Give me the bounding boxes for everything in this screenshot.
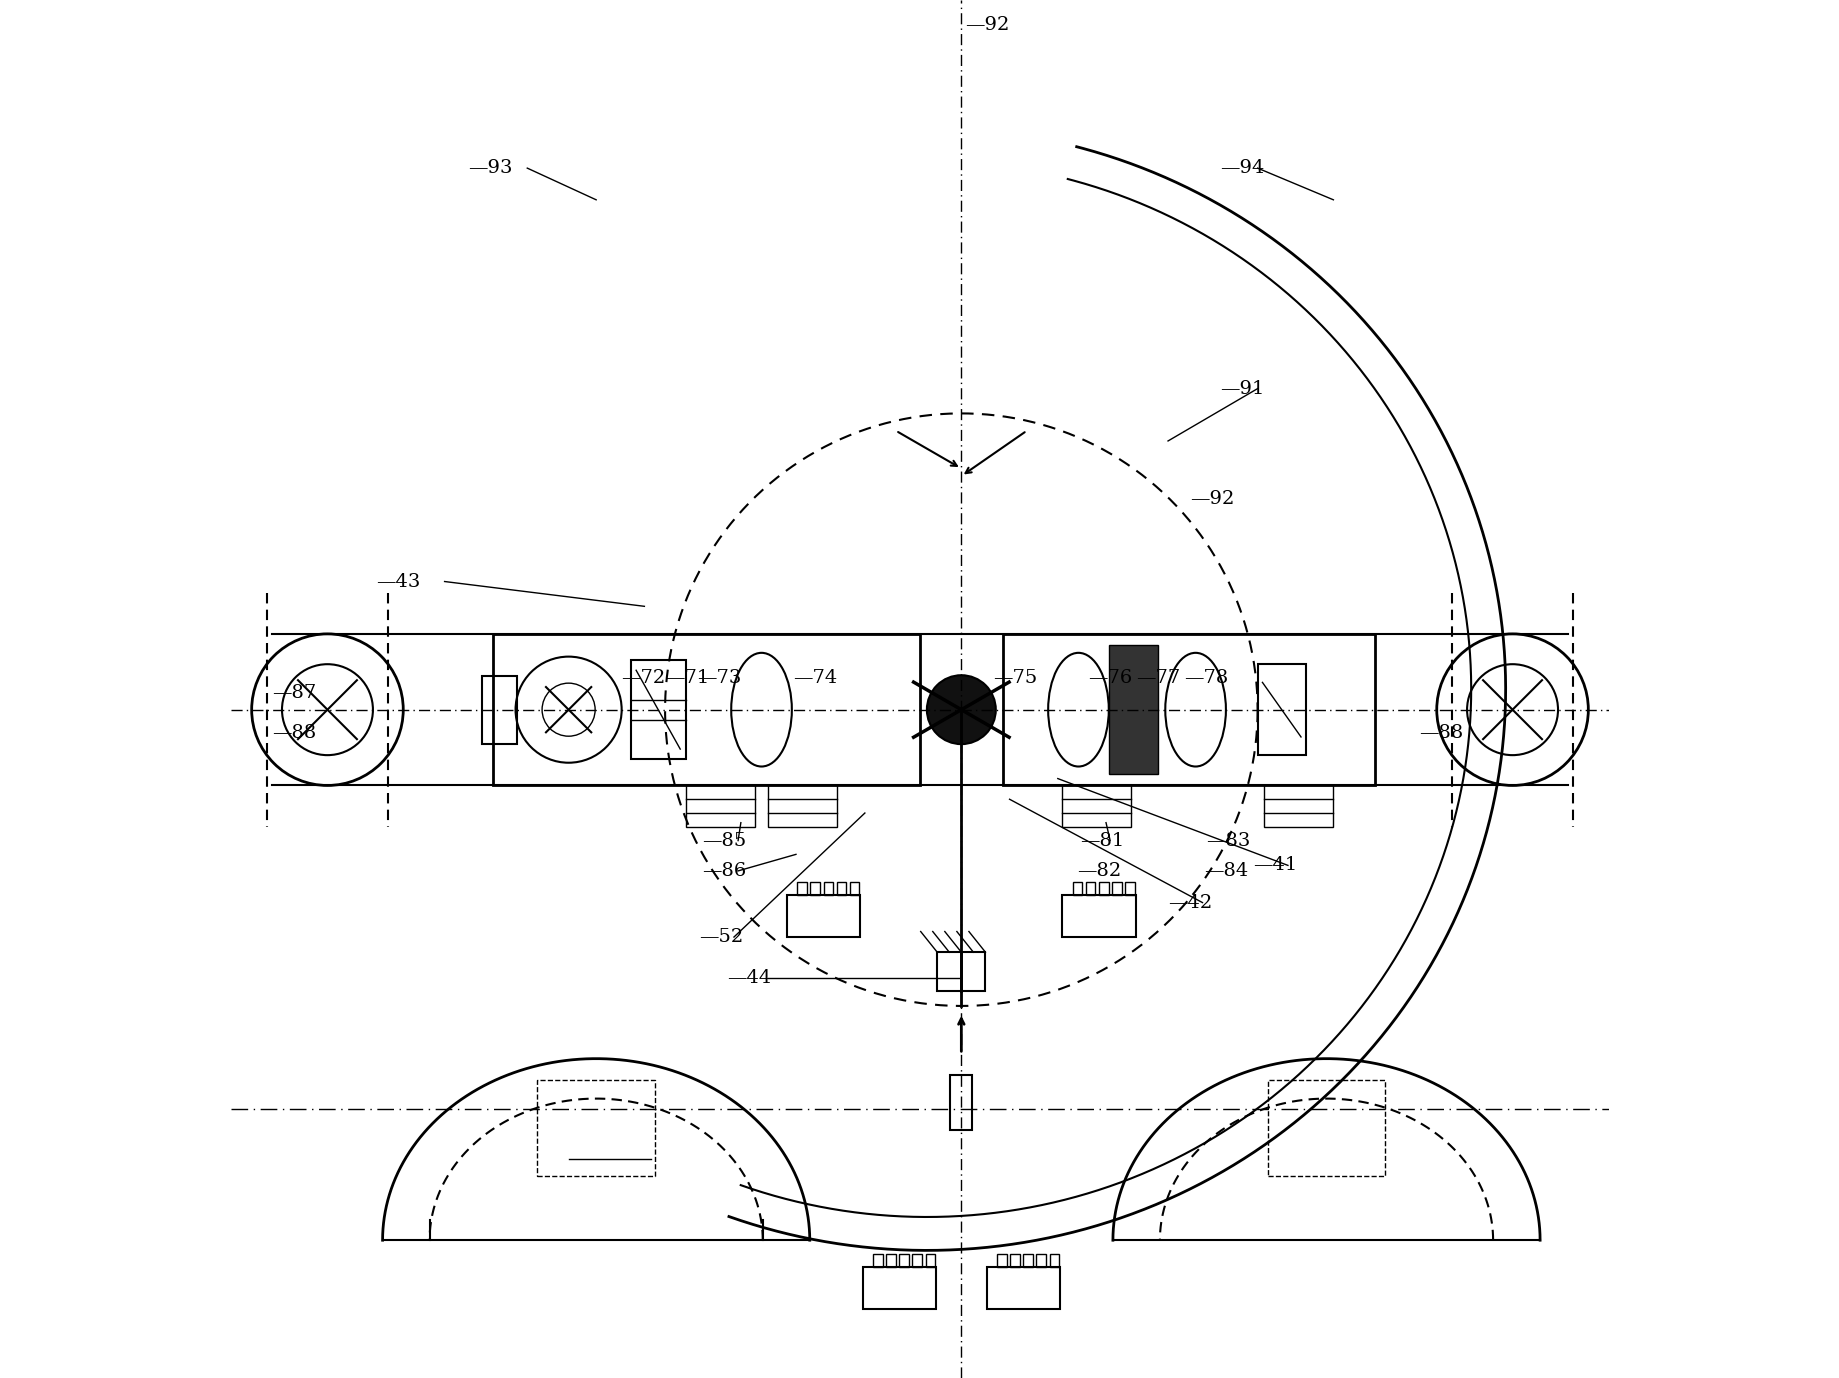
Text: —41: —41: [1252, 856, 1296, 875]
Bar: [1002, 634, 1374, 785]
Bar: [874, 1254, 883, 1268]
Text: —94: —94: [1219, 158, 1263, 178]
Text: —88: —88: [1418, 723, 1462, 743]
Bar: [1263, 785, 1333, 827]
Bar: [837, 882, 846, 896]
Circle shape: [927, 675, 995, 744]
Text: —88: —88: [272, 723, 316, 743]
Text: —77: —77: [1137, 668, 1181, 688]
Bar: [1022, 1254, 1032, 1268]
Bar: [537, 1080, 655, 1177]
Bar: [1109, 645, 1159, 774]
Text: —84: —84: [1203, 861, 1247, 881]
Bar: [796, 882, 805, 896]
Bar: [1098, 882, 1107, 896]
Text: —86: —86: [702, 861, 747, 881]
Bar: [850, 882, 859, 896]
Text: —42: —42: [1168, 893, 1212, 912]
Bar: [1085, 882, 1094, 896]
Bar: [862, 1268, 936, 1309]
Text: —91: —91: [1219, 379, 1263, 398]
Bar: [986, 1268, 1059, 1309]
Bar: [1010, 1254, 1019, 1268]
Bar: [1061, 896, 1135, 937]
Bar: [787, 896, 859, 937]
Bar: [482, 675, 517, 744]
Bar: [1072, 882, 1081, 896]
Bar: [1267, 1080, 1385, 1177]
Bar: [631, 660, 686, 759]
Text: —85: —85: [702, 831, 747, 850]
Bar: [1061, 785, 1131, 827]
Text: —87: —87: [272, 683, 316, 703]
Bar: [686, 785, 754, 827]
Bar: [925, 1254, 934, 1268]
Text: —81: —81: [1079, 831, 1124, 850]
Text: —75: —75: [993, 668, 1037, 688]
Bar: [824, 882, 833, 896]
Bar: [997, 1254, 1006, 1268]
Text: —83: —83: [1206, 831, 1251, 850]
Text: —74: —74: [793, 668, 837, 688]
Bar: [1256, 664, 1306, 755]
Text: —93: —93: [467, 158, 513, 178]
Text: —71: —71: [664, 668, 710, 688]
Bar: [1035, 1254, 1045, 1268]
Bar: [949, 1075, 971, 1130]
Text: —52: —52: [699, 927, 743, 947]
Text: —73: —73: [697, 668, 741, 688]
Bar: [912, 1254, 921, 1268]
Bar: [1111, 882, 1122, 896]
Bar: [886, 1254, 896, 1268]
Text: —43: —43: [375, 572, 419, 591]
Bar: [936, 952, 986, 991]
Bar: [493, 634, 920, 785]
Bar: [769, 785, 837, 827]
Bar: [1048, 1254, 1059, 1268]
Text: —78: —78: [1184, 668, 1228, 688]
Text: —82: —82: [1076, 861, 1120, 881]
Text: —92: —92: [965, 15, 1010, 34]
Bar: [899, 1254, 908, 1268]
Bar: [1125, 882, 1135, 896]
Text: —92: —92: [1190, 489, 1234, 508]
Bar: [809, 882, 820, 896]
Text: —72: —72: [620, 668, 666, 688]
Text: —76: —76: [1087, 668, 1131, 688]
Text: —44: —44: [726, 969, 771, 988]
